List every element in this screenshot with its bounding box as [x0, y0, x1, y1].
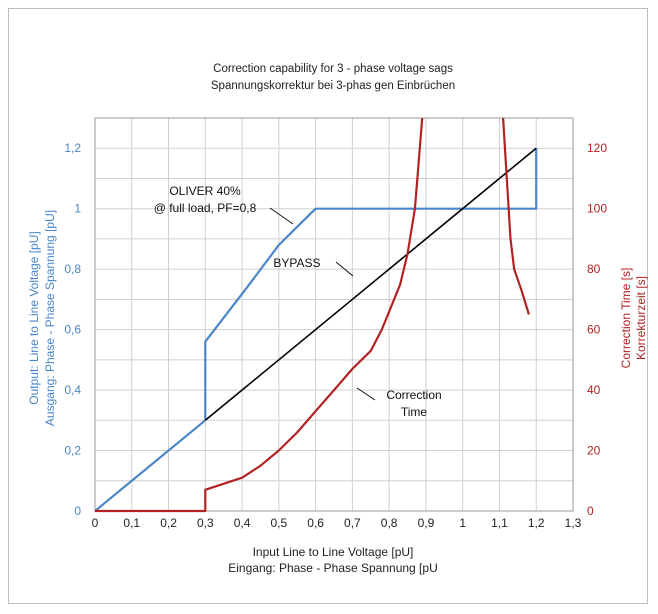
- annotation-oliver: OLIVER 40%: [169, 184, 241, 198]
- series-line-correction_high: [502, 117, 530, 315]
- x-tick-label: 0,6: [307, 516, 324, 530]
- y-left-tick-label: 1: [74, 202, 81, 216]
- annotation-bypass: BYPASS: [273, 256, 320, 270]
- x-tick-label: 0,9: [418, 516, 435, 530]
- x-tick-label: 1,2: [528, 516, 545, 530]
- y-axis-label-left-secondary: Ausgang: Phase - Phase Spannung [pU]: [43, 210, 57, 426]
- y-left-tick-label: 0: [74, 504, 81, 518]
- x-axis-label-secondary: Eingang: Phase - Phase Spannung [pU: [228, 561, 437, 575]
- x-tick-label: 1: [459, 516, 466, 530]
- x-tick-label: 0,8: [381, 516, 398, 530]
- chart-title: Correction capability for 3 - phase volt…: [213, 63, 453, 75]
- y-right-tick-label: 0: [587, 504, 594, 518]
- annotations: OLIVER 40% @ full load, PF=0,8 BYPASS Corre…: [154, 184, 442, 419]
- x-tick-label: 0,2: [160, 516, 177, 530]
- tick-labels: 0 0,1 0,2 0,3 0,4 0,5 0,6 0,7 0,8 0,9 1 1,1 1,2 1,300…: [64, 141, 607, 530]
- y-right-tick-label: 60: [587, 323, 601, 337]
- annotation-correction: Correction: [386, 388, 441, 402]
- y-left-tick-label: 0,2: [64, 444, 81, 458]
- annotation-leader-oliver: [269, 207, 294, 225]
- x-tick-label: 0: [92, 516, 99, 530]
- y-axis-label-right: Correction Time [s]: [619, 268, 633, 369]
- y-left-tick-label: 0,4: [64, 383, 81, 397]
- annotation-leader-bypass: [335, 261, 354, 277]
- plot-area-border: [94, 117, 574, 512]
- chart-subtitle: Spannungskorrektur bei 3-phas gen Einbrü…: [211, 80, 455, 92]
- y-left-tick-label: 1,2: [64, 141, 81, 155]
- series-line-oliver: [94, 148, 538, 512]
- y-axis-label-right-secondary: Korrekturzeit [s]: [634, 276, 648, 360]
- x-tick-label: 0,4: [234, 516, 251, 530]
- y-right-tick-label: 100: [587, 202, 607, 216]
- y-right-tick-label: 20: [587, 444, 601, 458]
- x-tick-label: 0,5: [271, 516, 288, 530]
- y-left-tick-label: 0,8: [64, 262, 81, 276]
- x-tick-label: 0,7: [344, 516, 361, 530]
- x-axis-label: Input Line to Line Voltage [pU]: [253, 545, 414, 559]
- annotation-correction: Time: [401, 405, 428, 419]
- chart-frame: [8, 8, 648, 604]
- y-right-tick-label: 80: [587, 262, 601, 276]
- y-axis-label-left: Output: Line to Line Voltage [pU]: [27, 231, 41, 404]
- series-line-bypass: [204, 147, 537, 421]
- series-group: [94, 117, 538, 513]
- annotation-leader-correction: [356, 387, 376, 401]
- x-tick-label: 1,3: [565, 516, 582, 530]
- x-tick-label: 1,1: [491, 516, 508, 530]
- series-line-correction_low: [95, 117, 424, 513]
- annotation-oliver: @ full load, PF=0,8: [154, 201, 257, 215]
- y-right-tick-label: 120: [587, 141, 607, 155]
- x-tick-label: 0,3: [197, 516, 214, 530]
- y-left-tick-label: 0,6: [64, 323, 81, 337]
- y-right-tick-label: 40: [587, 383, 601, 397]
- x-tick-label: 0,1: [123, 516, 140, 530]
